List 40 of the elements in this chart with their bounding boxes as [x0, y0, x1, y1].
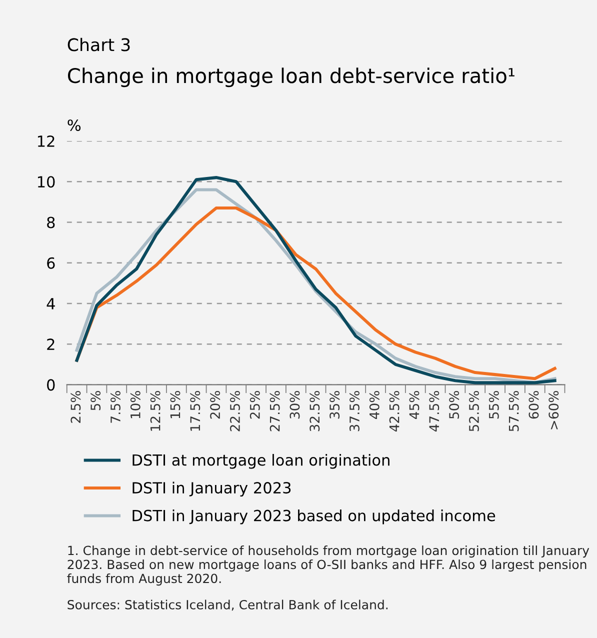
x-tick-label: 2.5%: [70, 390, 81, 423]
x-tick-label: 37.5%: [349, 390, 360, 432]
y-tick-label: 12: [38, 135, 54, 147]
legend-label: DSTI in January 2023 based on updated income: [132, 510, 496, 524]
x-tick-label: 40%: [369, 391, 380, 419]
legend-label: DSTI in January 2023: [132, 482, 291, 497]
x-tick-label: 55%: [488, 391, 499, 419]
x-tick-label: 57.5%: [508, 390, 519, 432]
y-tick-label: 8: [47, 216, 55, 228]
x-tick-label: 27.5%: [270, 390, 280, 432]
y-tick-label: 0: [47, 379, 55, 391]
x-tick-label: 32.5%: [310, 390, 320, 432]
x-tick-label: 47.5%: [429, 390, 440, 432]
chart-subtitle: Chart 3: [68, 38, 130, 52]
text: 1. Change in debt-service of households from mortgage loan origination till January 2023. Based on new mortgage loans of O-SII banks and HFF. Also 9 largest pension funds from August 2020.: [67, 545, 590, 586]
x-tick-label: 12.5%: [150, 390, 160, 431]
x-tick-label: 17.5%: [190, 390, 200, 431]
x-tick-label: 25%: [250, 391, 260, 419]
y-tick-label: 4: [46, 298, 55, 310]
x-tick-label: 60%: [528, 391, 539, 419]
x-tick-label: 30%: [290, 391, 300, 419]
legend-label: DSTI at mortgage loan origination: [132, 454, 390, 469]
x-tick-label: 42.5%: [389, 390, 400, 432]
x-tick-label: 35%: [330, 391, 340, 419]
x-tick-label: 45%: [409, 391, 420, 419]
x-tick-label: 10%: [130, 391, 140, 418]
y-tick-label: 2: [47, 338, 54, 350]
x-tick-label: 50%: [449, 391, 460, 419]
chart-title: Change in mortgage loan debt-service ratio¹: [68, 68, 514, 88]
y-axis-title: %: [68, 119, 81, 132]
source-note: Sources: Statistics Iceland, Central Bank of Iceland.: [68, 600, 388, 611]
y-tick-label: 10: [38, 176, 55, 188]
x-tick-label: 15%: [170, 391, 180, 418]
x-tick-label: 7.5%: [110, 390, 120, 423]
x-tick-label: 22.5%: [230, 390, 240, 432]
x-tick-label: 20%: [210, 391, 220, 419]
x-tick-label: 5%: [90, 391, 101, 410]
y-tick-label: 6: [47, 257, 55, 269]
x-tick-label: >60%: [548, 391, 559, 430]
x-tick-label: 52.5%: [468, 390, 479, 432]
